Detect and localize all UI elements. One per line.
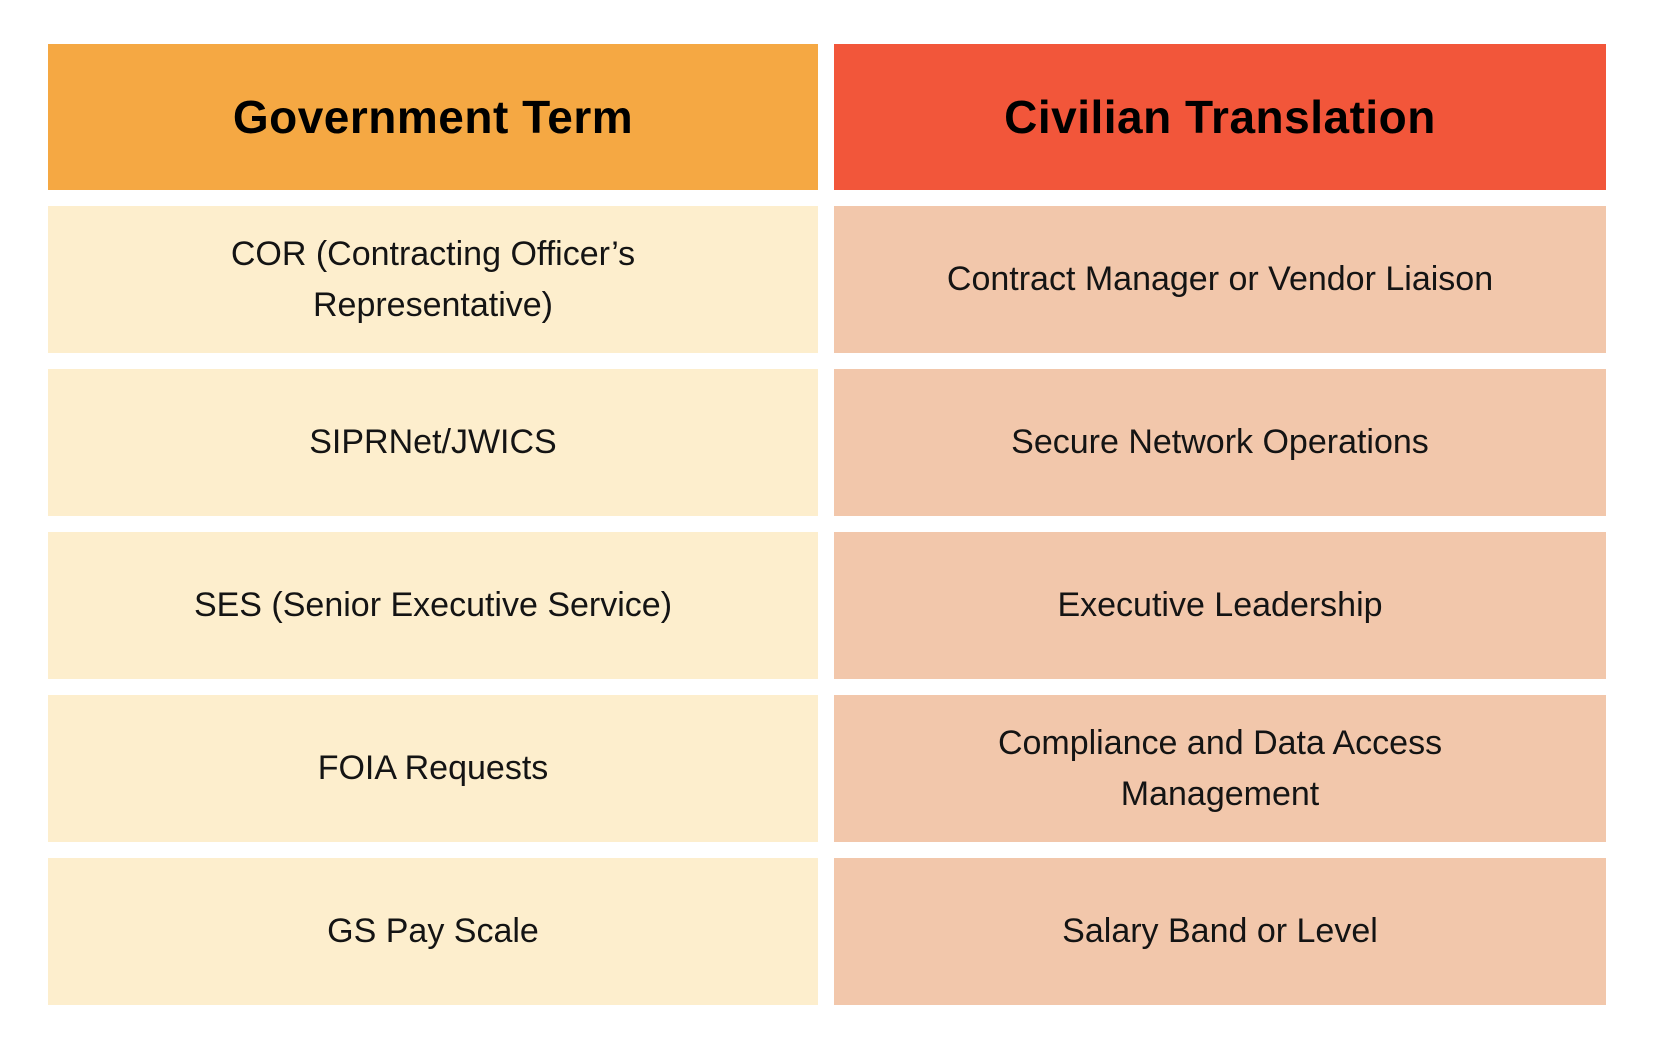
government-civilian-comparison-table: Government Term Civilian Translation COR… [48,44,1606,1005]
term-cell-cor: COR (Contracting Officer’s Representativ… [48,206,818,353]
translation-cell-executive-leadership: Executive Leadership [834,532,1606,679]
term-cell-siprnet-jwics: SIPRNet/JWICS [48,369,818,516]
term-cell-foia-requests: FOIA Requests [48,695,818,842]
translation-cell-compliance-data-access: Compliance and Data Access Management [834,695,1606,842]
column-header-government-term: Government Term [48,44,818,190]
translation-cell-contract-manager: Contract Manager or Vendor Liaison [834,206,1606,353]
term-cell-ses: SES (Senior Executive Service) [48,532,818,679]
column-header-civilian-translation: Civilian Translation [834,44,1606,190]
translation-cell-salary-band: Salary Band or Level [834,858,1606,1005]
term-cell-gs-pay-scale: GS Pay Scale [48,858,818,1005]
translation-cell-secure-network-operations: Secure Network Operations [834,369,1606,516]
